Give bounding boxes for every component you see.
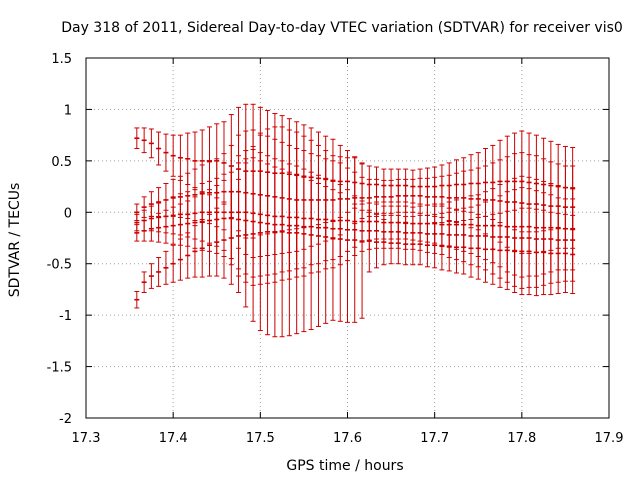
error-bar-point [490,199,496,275]
error-bar-point [366,211,372,250]
error-bar-point [141,127,147,154]
x-tick-label: 17.7 [420,431,449,446]
error-bar-point [345,198,350,262]
error-bar-point [315,182,321,273]
error-bar-point [177,203,183,246]
y-tick-label: -2 [59,412,72,427]
x-tick-label: 17.5 [246,431,275,446]
error-bar-point [294,173,300,278]
y-tick-label: 1.5 [51,52,72,67]
error-bar-point [279,168,285,281]
error-bar-point [526,188,532,288]
y-tick-label: 1 [64,103,72,118]
error-bar-point [170,244,176,283]
y-tick-label: -1 [59,309,72,324]
error-bar-point [519,187,525,289]
error-bar-point [243,158,249,283]
error-bar-point [439,212,445,255]
error-bar-point [141,271,147,294]
error-bar-point [352,203,358,256]
error-bar-point [482,201,488,271]
error-bar-point [468,206,474,266]
y-tick-label: 0.5 [51,155,72,170]
error-bar-point [330,189,336,269]
error-bar-point [548,194,554,284]
error-bar-point [541,192,547,286]
error-bar-point [403,215,409,250]
error-bar-point [148,128,154,159]
error-bar-point [461,207,467,263]
error-bar-point [432,213,438,254]
error-bar-point [562,198,568,282]
error-bar-point [185,200,191,247]
error-bar-point [512,189,518,287]
error-bar-point [504,191,510,283]
error-bar-point [148,263,154,289]
y-axis-label: SDTVAR / TECUs [7,183,23,298]
error-bar-point [221,179,227,258]
error-bar-point [308,179,314,274]
error-bar-point [417,214,423,251]
error-bar-point [475,204,481,268]
error-bar-point [424,214,430,253]
error-bar-point [134,127,140,150]
error-bar-point [250,157,256,286]
error-bar-point [163,133,169,172]
error-bar-point [163,209,169,244]
error-bar-point [257,160,263,285]
error-bar-point [555,197,561,283]
error-bar-point [446,211,452,259]
error-bar-point [410,215,416,250]
plot-frame [85,57,610,419]
error-bar-point [497,195,503,279]
error-bar-point [163,250,169,285]
error-bar-point [337,192,343,266]
error-bar-point [374,212,380,249]
error-bar-point [134,290,140,309]
error-bar-point [170,206,176,245]
error-bar-point [199,192,205,251]
error-bar-point [395,214,401,249]
y-tick-label: -1.5 [47,361,72,376]
data-series [134,103,576,338]
error-bar-point [388,214,394,249]
error-bar-point [359,209,365,252]
x-tick-label: 17.6 [333,431,362,446]
error-bar-point [148,215,154,242]
error-bar-point [141,220,147,242]
x-tick-label: 17.3 [72,431,101,446]
error-bar-point [265,163,271,284]
error-bar-point [214,185,220,254]
error-bar-point [207,189,213,252]
error-bar-point [156,131,162,166]
error-bar-point [134,224,140,242]
x-tick-label: 17.9 [595,431,624,446]
chart-title: Day 318 of 2011, Sidereal Day-to-day VTE… [61,20,623,36]
error-bar-point [192,196,198,249]
y-tick-label: 0 [64,206,72,221]
error-bar-point [156,212,162,243]
x-tick-label: 17.4 [159,431,188,446]
tick-labels: 17.3 17.4 17.5 17.6 17.7 17.8 17.9 -2 -1.5 -1 -0.5… [47,52,624,446]
error-bar-point [453,209,459,261]
x-axis-label: GPS time / hours [286,458,403,474]
y-tick-label: -0.5 [47,258,72,273]
error-bar-point [381,214,387,249]
error-bar-point [156,257,162,287]
error-bar-point [177,134,183,181]
error-bar-point [236,162,242,277]
error-bar-point [286,171,292,280]
error-bar-point [323,186,329,270]
error-bar-point [570,198,576,282]
error-bar-point [533,190,539,288]
series-track-5 [134,157,576,289]
error-bar-point [228,171,234,266]
error-bar-point [272,166,278,283]
x-tick-label: 17.8 [507,431,536,446]
error-bar-point [170,134,176,177]
error-bar-point [301,176,307,277]
